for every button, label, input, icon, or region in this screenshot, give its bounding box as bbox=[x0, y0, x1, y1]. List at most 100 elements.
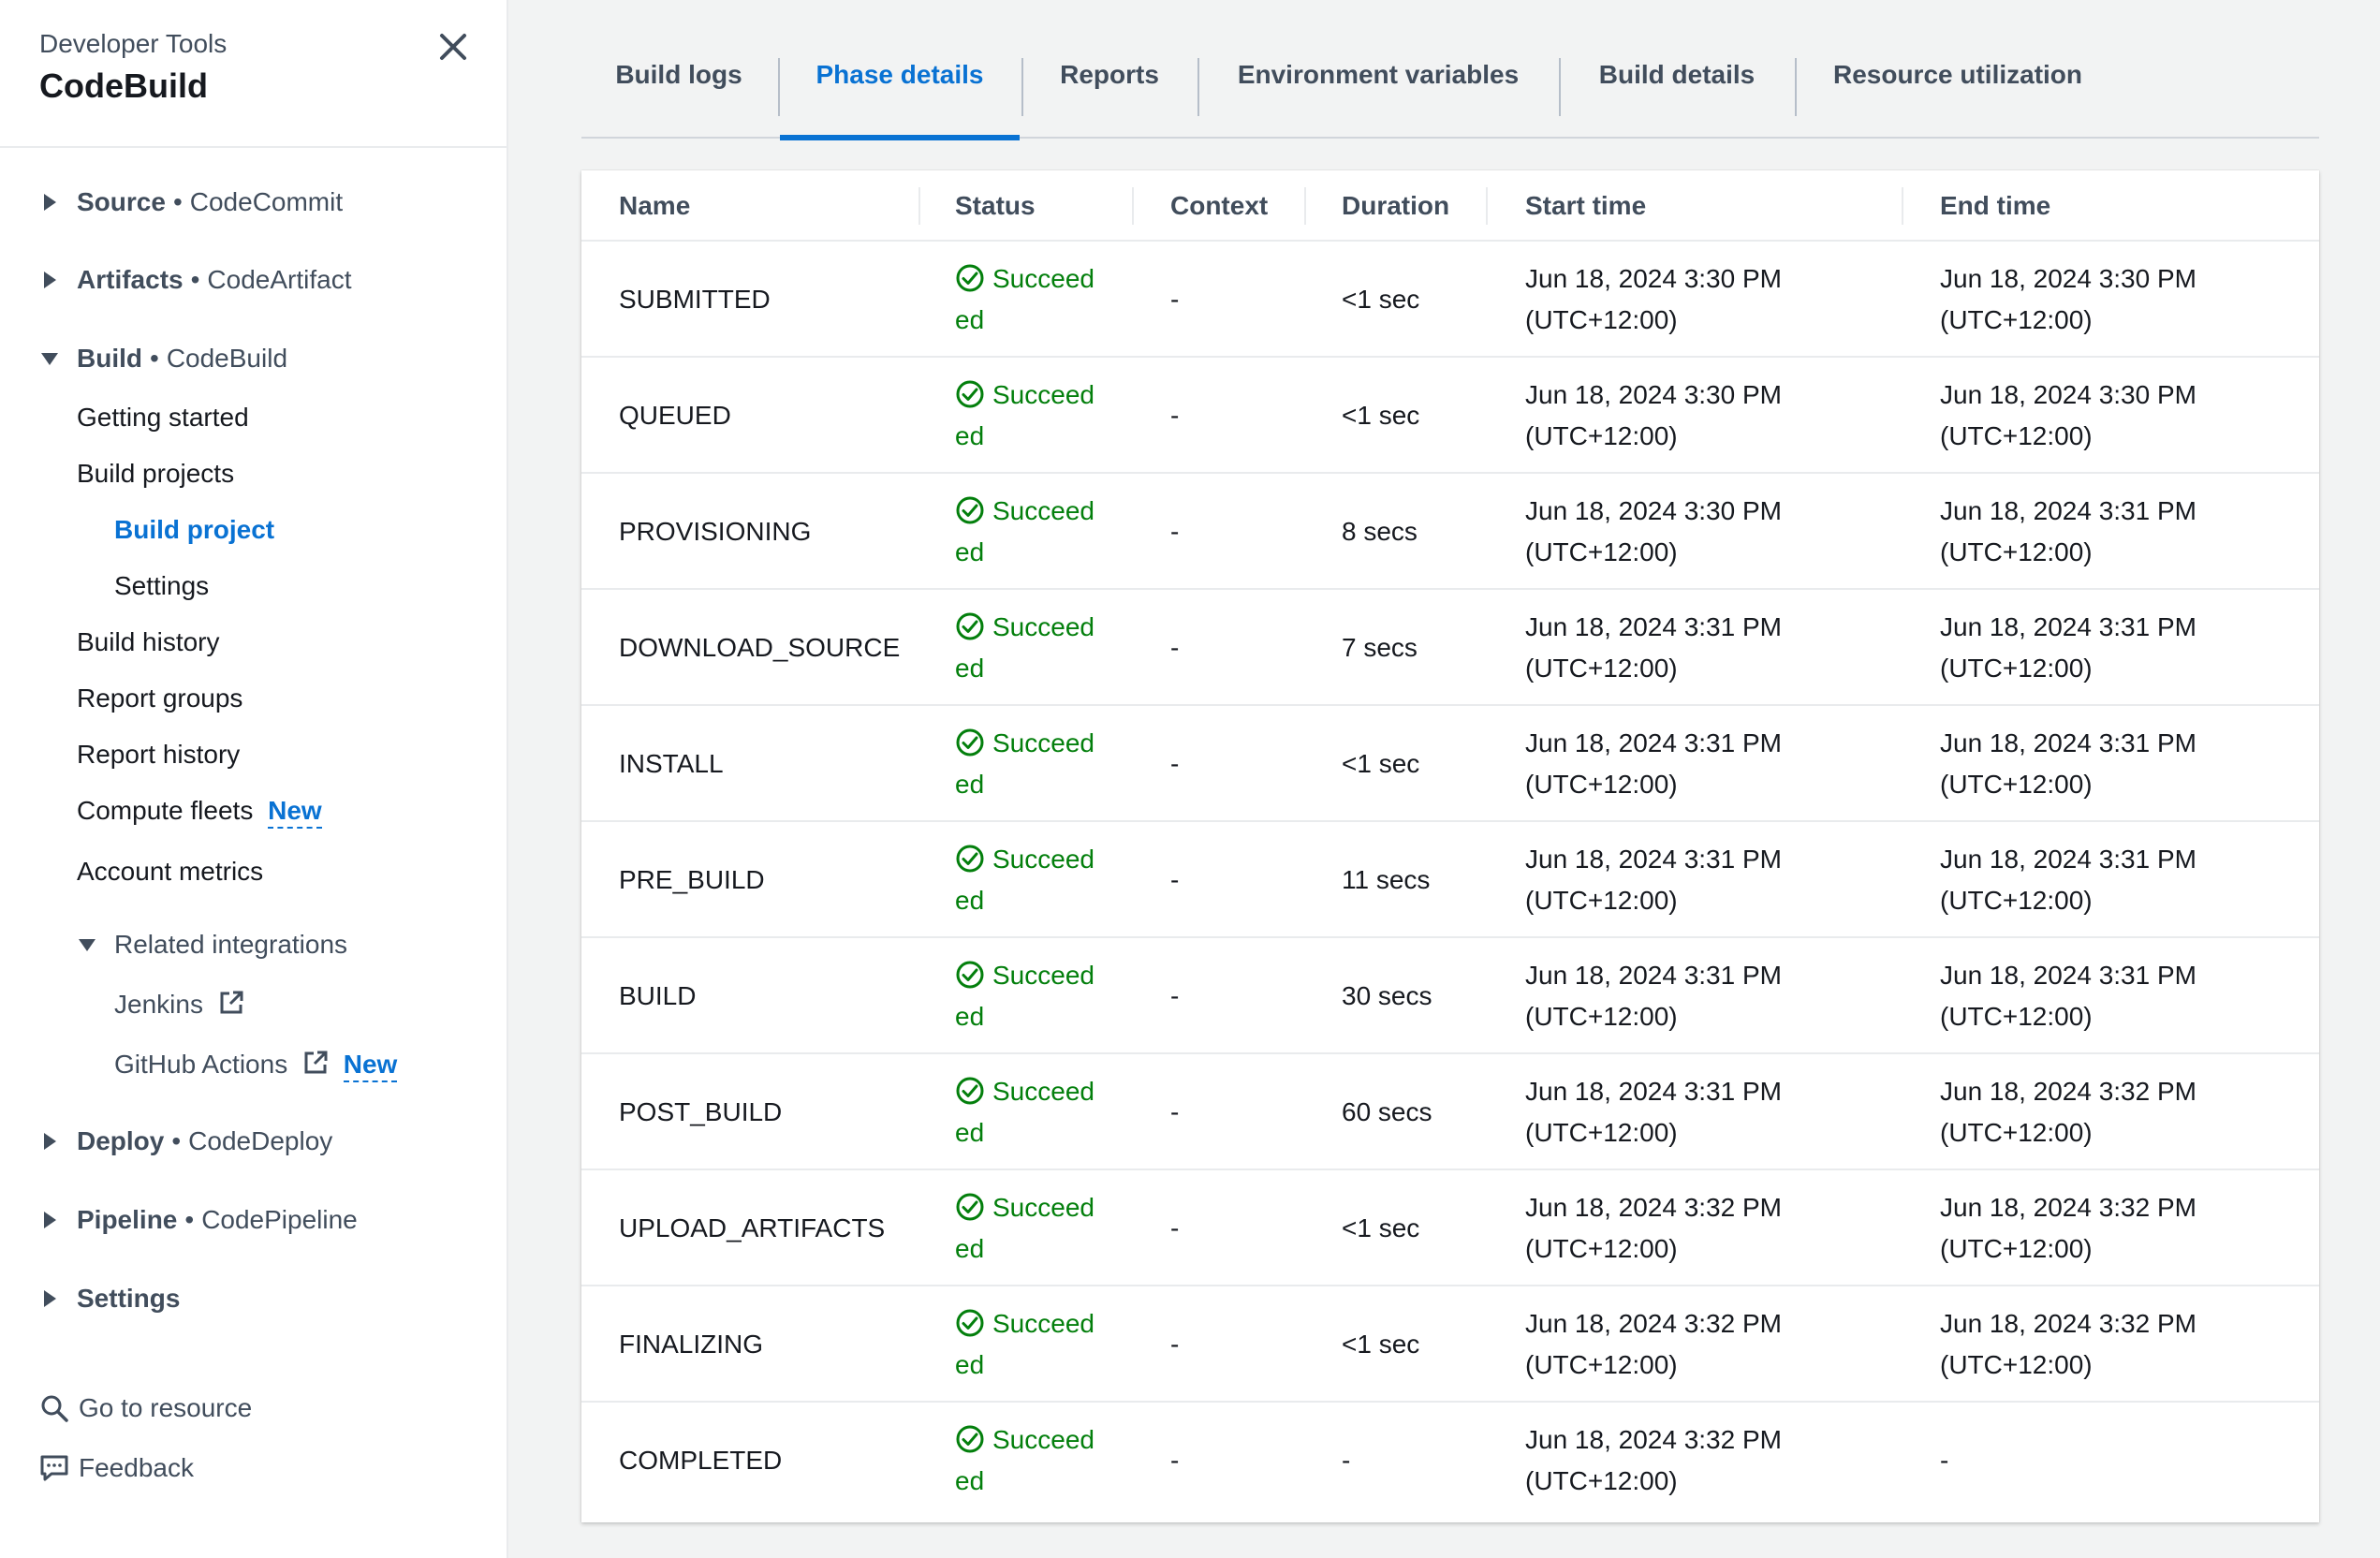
sidebar-section-deploy[interactable]: Deploy • CodeDeploy bbox=[39, 1125, 332, 1157]
status-badge: Succeed ed bbox=[955, 1303, 1105, 1386]
separator-dot: • bbox=[171, 1126, 182, 1155]
status-label-2: ed bbox=[955, 1118, 985, 1147]
status-label-1: Succeed bbox=[992, 961, 1095, 990]
status-label-2: ed bbox=[955, 421, 985, 450]
status-badge: Succeed ed bbox=[955, 258, 1105, 341]
status-success-icon bbox=[956, 1193, 984, 1221]
status-success-icon bbox=[956, 1077, 984, 1105]
end-time-zone: (UTC+12:00) bbox=[1940, 421, 2093, 450]
status-label-2: ed bbox=[955, 305, 985, 334]
sidebar-item-getting-started[interactable]: Getting started bbox=[77, 403, 249, 432]
phase-duration: <1 sec bbox=[1342, 401, 1420, 430]
start-time-zone: (UTC+12:00) bbox=[1525, 421, 1678, 450]
tab-phase-details[interactable]: Phase details bbox=[780, 60, 1020, 140]
table-row: UPLOAD_ARTIFACTS Succeed ed - <1 sec Jun … bbox=[581, 1170, 2319, 1286]
start-time-zone: (UTC+12:00) bbox=[1525, 886, 1678, 915]
sidebar-item-build-projects[interactable]: Build projects bbox=[77, 459, 235, 488]
phase-end-time: Jun 18, 2024 3:30 PM (UTC+12:00) bbox=[1940, 358, 2196, 474]
sidebar-title[interactable]: CodeBuild bbox=[39, 66, 208, 105]
start-time-zone: (UTC+12:00) bbox=[1525, 654, 1678, 683]
sidebar-item-github-actions[interactable]: GitHub Actions New bbox=[114, 1049, 398, 1082]
phase-start-time: Jun 18, 2024 3:32 PM (UTC+12:00) bbox=[1525, 1170, 1782, 1286]
sidebar-item-report-groups[interactable]: Report groups bbox=[77, 683, 243, 713]
section-service: CodePipeline bbox=[201, 1205, 358, 1234]
status-badge: Succeed ed bbox=[955, 1419, 1105, 1502]
tab-build-details[interactable]: Build details bbox=[1598, 60, 1756, 89]
close-navigation-button[interactable] bbox=[433, 26, 474, 67]
section-name: Build bbox=[77, 344, 142, 373]
sidebar-item-account-metrics[interactable]: Account metrics bbox=[77, 857, 264, 886]
phase-details-table: Name Status Context Duration Start time … bbox=[581, 170, 2319, 1522]
tab-environment-variables[interactable]: Environment variables bbox=[1237, 60, 1520, 89]
end-time-zone: (UTC+12:00) bbox=[1940, 537, 2093, 566]
column-header-end-time: End time bbox=[1940, 191, 2051, 220]
sidebar-section-artifacts[interactable]: Artifacts • CodeArtifact bbox=[39, 264, 351, 296]
new-badge: New bbox=[343, 1050, 398, 1082]
phase-status: Succeed ed bbox=[955, 1170, 1105, 1286]
sidebar-item-build-history[interactable]: Build history bbox=[77, 627, 220, 656]
sidebar-section-source[interactable]: Source • CodeCommit bbox=[39, 186, 343, 218]
status-label-2: ed bbox=[955, 770, 985, 799]
caret-right-icon bbox=[44, 1212, 56, 1228]
phase-context: - bbox=[1170, 1097, 1180, 1126]
phase-context: - bbox=[1170, 517, 1180, 546]
phase-name: FINALIZING bbox=[619, 1330, 764, 1359]
start-time-zone: (UTC+12:00) bbox=[1525, 1466, 1678, 1495]
status-label-1: Succeed bbox=[992, 1425, 1095, 1454]
go-to-resource-link[interactable]: Go to resource bbox=[39, 1393, 252, 1423]
table-row: FINALIZING Succeed ed - <1 sec Jun 18, 20… bbox=[581, 1286, 2319, 1403]
phase-context: - bbox=[1170, 749, 1180, 778]
sidebar-section-pipeline[interactable]: Pipeline • CodePipeline bbox=[39, 1204, 358, 1236]
feedback-link[interactable]: Feedback bbox=[39, 1453, 194, 1483]
status-badge: Succeed ed bbox=[955, 1187, 1105, 1270]
phase-context: - bbox=[1170, 865, 1180, 894]
section-name: Related integrations bbox=[114, 930, 348, 959]
tab-build-logs[interactable]: Build logs bbox=[615, 60, 742, 89]
end-time-zone: (UTC+12:00) bbox=[1940, 1118, 2093, 1147]
phase-end-time: Jun 18, 2024 3:32 PM (UTC+12:00) bbox=[1940, 1054, 2196, 1170]
caret-down-icon bbox=[79, 939, 95, 951]
phase-end-time: Jun 18, 2024 3:32 PM (UTC+12:00) bbox=[1940, 1170, 2196, 1286]
sidebar-section-related-integrations[interactable]: Related integrations bbox=[77, 929, 347, 961]
phase-name: COMPLETED bbox=[619, 1446, 783, 1475]
column-header-context: Context bbox=[1170, 191, 1269, 220]
phase-start-time: Jun 18, 2024 3:30 PM (UTC+12:00) bbox=[1525, 474, 1782, 590]
sidebar-item-report-history[interactable]: Report history bbox=[77, 740, 241, 769]
start-time-date: Jun 18, 2024 3:31 PM bbox=[1525, 612, 1782, 641]
phase-name: INSTALL bbox=[619, 749, 724, 778]
phase-end-time: - bbox=[1940, 1403, 1948, 1519]
status-success-icon bbox=[956, 496, 984, 524]
start-time-date: Jun 18, 2024 3:30 PM bbox=[1525, 380, 1782, 409]
status-badge: Succeed ed bbox=[955, 723, 1105, 805]
sidebar-item-compute-fleets[interactable]: Compute fleets New bbox=[77, 795, 322, 829]
phase-end-time: Jun 18, 2024 3:31 PM (UTC+12:00) bbox=[1940, 706, 2196, 822]
sidebar-section-build[interactable]: Build • CodeBuild bbox=[39, 343, 287, 375]
start-time-date: Jun 18, 2024 3:31 PM bbox=[1525, 961, 1782, 990]
column-separator bbox=[1902, 187, 1903, 225]
start-time-zone: (UTC+12:00) bbox=[1525, 1350, 1678, 1379]
sidebar-item-project-settings[interactable]: Settings bbox=[114, 571, 210, 600]
phase-status: Succeed ed bbox=[955, 938, 1105, 1054]
main-content: Build logs Phase details Reports Environ… bbox=[510, 0, 2380, 1558]
sidebar-item-jenkins[interactable]: Jenkins bbox=[114, 989, 244, 1021]
tab-resource-utilization[interactable]: Resource utilization bbox=[1832, 60, 2083, 89]
phase-context: - bbox=[1170, 1330, 1180, 1359]
sidebar-section-settings[interactable]: Settings bbox=[39, 1283, 180, 1315]
tab-reports[interactable]: Reports bbox=[1060, 60, 1159, 89]
end-time-date: Jun 18, 2024 3:32 PM bbox=[1940, 1309, 2196, 1338]
status-label-2: ed bbox=[955, 1466, 985, 1495]
status-badge: Succeed ed bbox=[955, 607, 1105, 689]
sidebar-item-build-project[interactable]: Build project bbox=[114, 515, 275, 544]
end-time-zone: (UTC+12:00) bbox=[1940, 305, 2093, 334]
phase-end-time: Jun 18, 2024 3:32 PM (UTC+12:00) bbox=[1940, 1286, 2196, 1403]
phase-name: DOWNLOAD_SOURCE bbox=[619, 633, 901, 662]
external-link-icon bbox=[304, 1051, 328, 1074]
status-badge: Succeed ed bbox=[955, 955, 1105, 1037]
section-name: Settings bbox=[77, 1284, 181, 1313]
phase-start-time: Jun 18, 2024 3:31 PM (UTC+12:00) bbox=[1525, 590, 1782, 706]
table-row: PROVISIONING Succeed ed - 8 secs Jun 18, … bbox=[581, 474, 2319, 590]
status-label-1: Succeed bbox=[992, 1077, 1095, 1106]
end-time-date: Jun 18, 2024 3:31 PM bbox=[1940, 728, 2196, 757]
end-time-zone: (UTC+12:00) bbox=[1940, 1234, 2093, 1263]
separator-dot: • bbox=[172, 187, 183, 216]
